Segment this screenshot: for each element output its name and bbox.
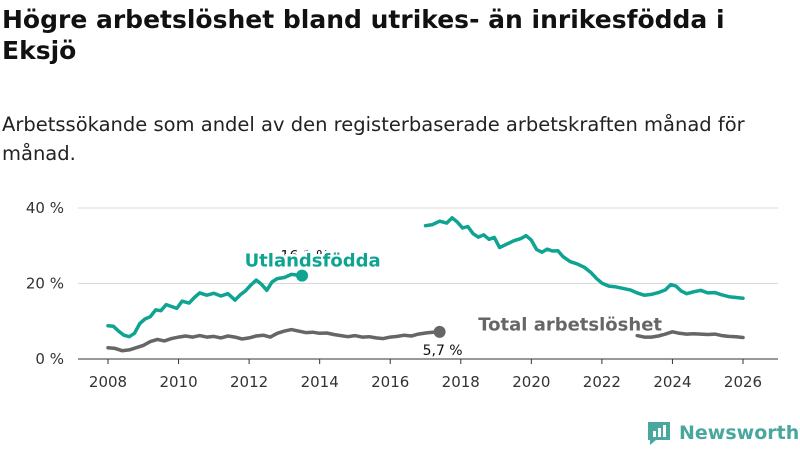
series-line: [106, 327, 442, 353]
x-tick-label: 2020: [512, 373, 550, 391]
x-tick-label: 2014: [301, 373, 339, 391]
x-tick-label: 2012: [230, 373, 268, 391]
x-tick-label: 2022: [583, 373, 621, 391]
y-tick-label: 0 %: [35, 350, 64, 368]
chart-subtitle: Arbetssökande som andel av den registerb…: [2, 113, 745, 165]
series-line: [106, 272, 304, 339]
grid-lines: [78, 207, 778, 284]
newsworthy-logo-icon: [648, 422, 670, 445]
x-tick-label: 2026: [724, 373, 762, 391]
series-end-label: 5,7 %: [423, 343, 463, 359]
series-labels: 16,1 % 5,7 % Utlandsfödda Total arbetslöshe…: [242, 248, 665, 360]
series-end-label: 16,1 %: [281, 249, 330, 265]
series-end-dot: [433, 325, 446, 338]
series-line: [635, 330, 745, 340]
brand-name: Newsworthy: [679, 422, 800, 444]
x-tick-label: 2016: [371, 373, 409, 391]
y-tick-label: 40 %: [26, 199, 64, 217]
x-tick-label: 2010: [159, 373, 197, 391]
series-lines: [106, 216, 745, 353]
series-annotation: Total arbetslöshet: [478, 314, 662, 335]
y-tick-label: 20 %: [26, 275, 64, 293]
series-end-dot: [296, 269, 309, 282]
x-tick-label: 2018: [442, 373, 480, 391]
series-annotation: Utlandsfödda: [245, 251, 381, 272]
chart-title: Högre arbetslöshet bland utrikes- än inr…: [2, 5, 725, 65]
brand-logo: Newsworthy: [645, 418, 800, 448]
series-line: [423, 216, 745, 300]
x-tick-label: 2024: [653, 373, 691, 391]
x-tick-label: 2008: [89, 373, 127, 391]
axes: 0 % 20 % 40 % 2008 2010 2012 2014 2016 2018 2020 2…: [26, 199, 778, 391]
